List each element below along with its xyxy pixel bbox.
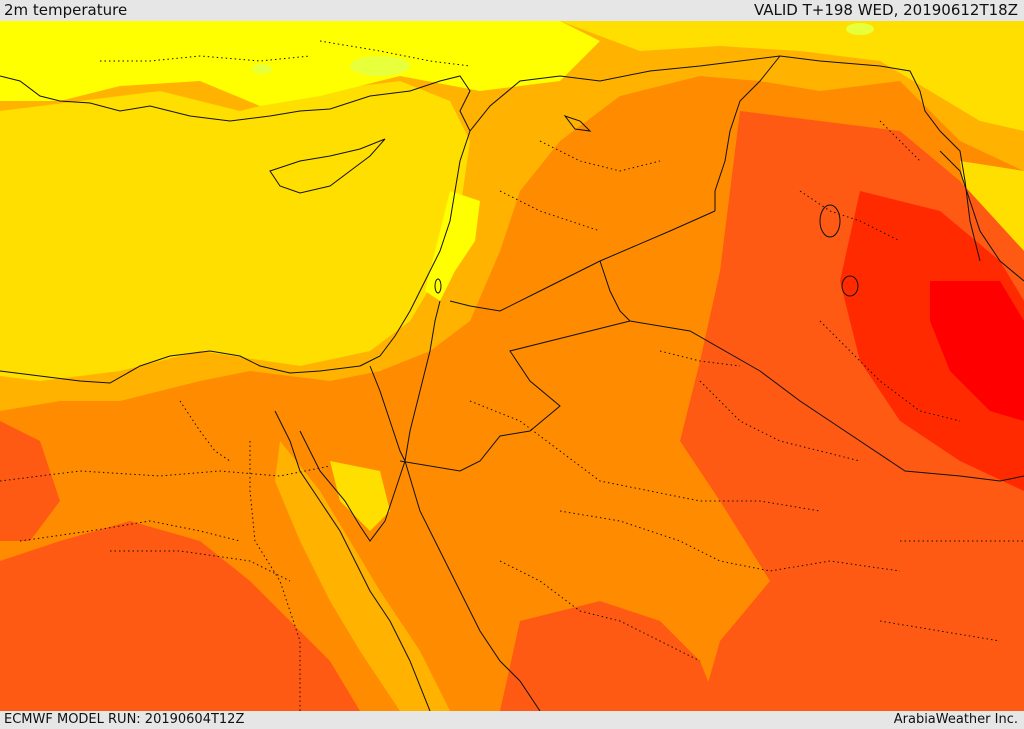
field-very-hot-africa [0,521,360,711]
map-title: 2m temperature [4,1,128,19]
border-egypt-israel [369,365,406,462]
dotted-border [249,441,301,711]
coastlines [0,75,1024,711]
dotted-border [879,120,921,162]
border-iraq-iran [779,55,981,262]
dotted-border [319,40,471,67]
field-hot-africa-west [0,421,60,541]
lake-razazza [841,275,859,297]
temperature-map-canvas [0,21,1024,711]
footer-bar: ECMWF MODEL RUN: 20190604T12Z ArabiaWeat… [0,711,1024,729]
provincial-borders [0,40,1024,711]
border-jordan-valley [404,300,441,462]
field-max-east [930,281,1024,421]
coastline-sinai [299,430,406,542]
field-cool-north [0,21,600,106]
field-levant-strip [425,191,480,301]
coastline-turkey [0,75,471,132]
dotted-border [819,320,961,422]
field-cool-northeast [560,21,1024,131]
national-borders [369,55,1024,482]
field-coolest-spot-3 [846,23,874,35]
dotted-border [499,560,701,662]
coastline-persian-gulf [939,150,1024,282]
border-jordan-saudi [399,320,631,472]
dotted-border [100,55,311,62]
dead-sea [434,278,442,294]
dotted-border [19,520,241,542]
field-coolest-spot-2 [252,64,272,74]
temperature-map [0,21,1024,711]
coastline-red-sea-west [274,410,431,711]
coastline-egypt [0,350,361,384]
border-saudi-iraq [759,370,1024,482]
lake-assad [563,115,592,132]
valid-time-label: VALID T+198 WED, 20190612T18Z [753,1,1018,19]
field-very-hot-saudi [500,601,720,711]
field-coolest-spot [350,56,410,76]
dotted-border [659,350,741,367]
field-mild-sea [0,81,470,381]
dotted-border [179,400,231,462]
dotted-border [799,190,901,242]
border-syria-iraq [714,55,781,211]
field-sinai-yellow [330,461,390,531]
lake-tharthar [819,204,841,238]
coastline-levant [359,130,471,367]
coastline-cyprus [269,138,386,194]
coastline-red-sea-east [404,460,541,711]
border-syria-jordan [449,210,716,312]
field-extreme-east [840,191,1024,491]
model-run-label: ECMWF MODEL RUN: 20190604T12Z [4,712,245,727]
border-turkey-syria [469,55,781,132]
header-bar: 2m temperature VALID T+198 WED, 20190612… [0,0,1024,21]
dotted-border [110,550,291,582]
credit-label: ArabiaWeather Inc. [893,712,1018,727]
border-jordan-iraq [599,260,761,372]
